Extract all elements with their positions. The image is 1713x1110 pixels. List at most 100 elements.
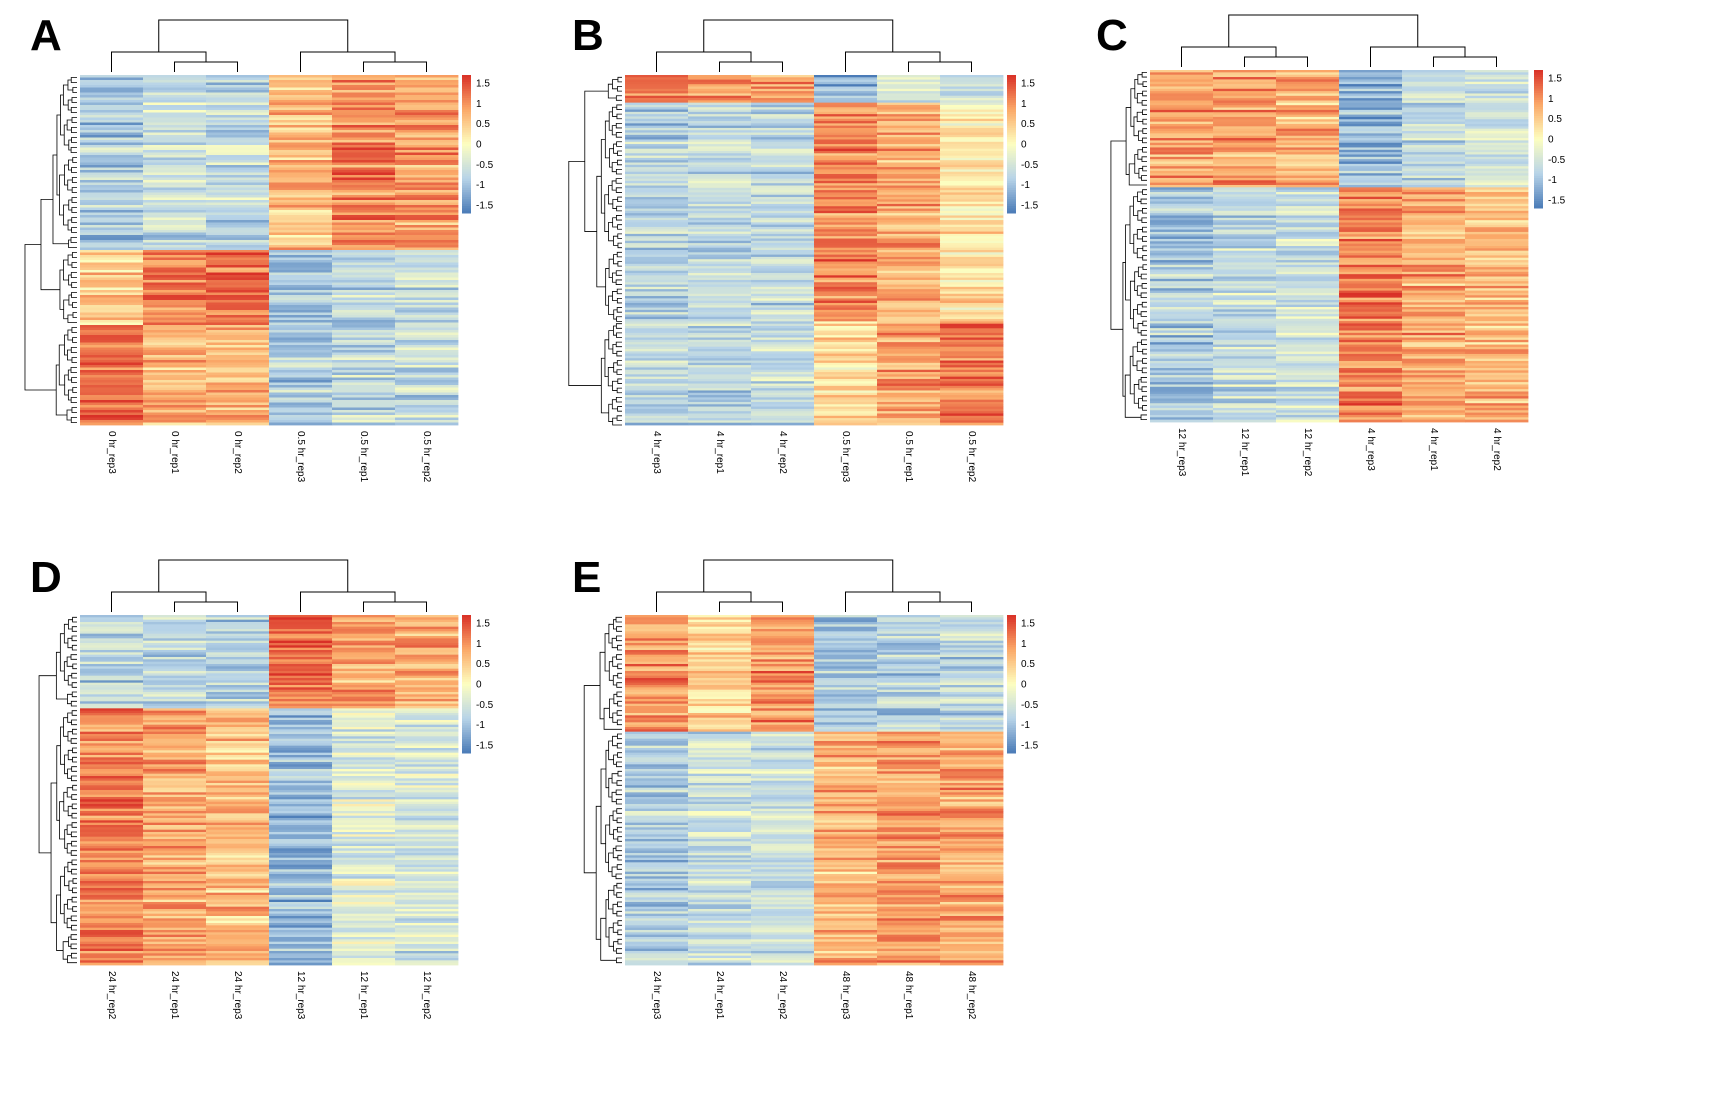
heatmap-cell — [940, 302, 1004, 306]
heatmap-cell — [80, 365, 144, 368]
heatmap-cell — [1402, 70, 1466, 73]
heatmap-cell — [625, 636, 689, 639]
heatmap-cell — [332, 836, 396, 840]
heatmap-cell — [877, 116, 941, 120]
heatmap-cell — [625, 178, 689, 182]
heatmap-cell — [877, 203, 941, 207]
heatmap-cell — [1402, 163, 1466, 167]
heatmap-cell — [332, 380, 396, 383]
heatmap-cell — [1276, 88, 1340, 92]
heatmap-cell — [814, 293, 878, 297]
heatmap-cell — [80, 780, 144, 784]
panel-letter-D: D — [30, 553, 62, 602]
heatmap-cell — [1150, 91, 1214, 94]
heatmap-cell — [688, 657, 752, 660]
heatmap-cell — [143, 80, 207, 83]
heatmap-cell — [625, 367, 689, 371]
heatmap-cell — [332, 165, 396, 168]
color-bar-segment — [462, 173, 471, 177]
heatmap-cell — [1402, 166, 1466, 169]
color-bar-segment — [462, 684, 471, 687]
heatmap-cell — [814, 682, 878, 686]
dendrogram-link — [63, 204, 69, 226]
row-dendrogram — [24, 77, 77, 423]
heatmap-cell — [143, 370, 207, 373]
heatmap-cell — [143, 187, 207, 191]
heatmap-cell — [688, 701, 752, 705]
heatmap-cell — [395, 102, 459, 106]
heatmap-cell — [143, 703, 207, 707]
heatmap-cell — [395, 262, 459, 266]
heatmap-cell — [1276, 349, 1340, 352]
heatmap-cell — [206, 708, 270, 712]
heatmap-cell — [395, 664, 459, 667]
heatmap-cell — [877, 325, 941, 329]
heatmap-cell — [877, 243, 941, 246]
heatmap-cell — [814, 661, 878, 665]
heatmap-cell — [688, 659, 752, 663]
heatmap-cell — [625, 273, 689, 276]
heatmap-cell — [395, 110, 459, 113]
heatmap-cell — [625, 706, 689, 709]
heatmap-cell — [395, 678, 459, 681]
heatmap-cell — [269, 624, 333, 628]
heatmap-cell — [814, 349, 878, 352]
heatmap-cell — [395, 874, 459, 877]
heatmap-cell — [751, 238, 815, 242]
heatmap-cell — [1276, 417, 1340, 421]
heatmap-cell — [1465, 382, 1529, 385]
heatmap-cell — [625, 708, 689, 712]
heatmap-cell — [269, 220, 333, 223]
heatmap-cell — [814, 913, 878, 917]
heatmap-cell — [206, 115, 270, 118]
heatmap-cell — [1213, 393, 1277, 397]
heatmap-cell — [269, 960, 333, 964]
heatmap-cell — [751, 738, 815, 742]
heatmap-cell — [269, 801, 333, 805]
heatmap-cell — [332, 305, 396, 308]
heatmap-cell — [1213, 276, 1277, 280]
heatmap-cell — [1402, 250, 1466, 254]
heatmap-cell — [1339, 135, 1403, 139]
heatmap-cell — [877, 925, 941, 929]
heatmap-cell — [940, 238, 1004, 242]
heatmap-cell — [395, 340, 459, 343]
heatmap-cell — [1150, 231, 1214, 235]
heatmap-cell — [332, 277, 396, 281]
heatmap-cell — [395, 806, 459, 810]
heatmap-cell — [1402, 339, 1466, 343]
heatmap-cell — [688, 617, 752, 621]
heatmap-cell — [143, 387, 207, 391]
heatmap-cell — [395, 771, 459, 775]
heatmap-cell — [1465, 389, 1529, 392]
heatmap-cell — [625, 773, 689, 777]
heatmap-cell — [940, 169, 1004, 173]
color-bar-tick-label: 1 — [1021, 99, 1027, 110]
heatmap-cell — [940, 745, 1004, 749]
dendrogram-link — [70, 417, 77, 423]
color-bar-segment — [1007, 178, 1016, 182]
heatmap-cell — [206, 257, 270, 261]
heatmap-cell — [395, 172, 459, 176]
heatmap-cell — [143, 365, 207, 368]
heatmap-cell — [625, 339, 689, 343]
heatmap-cell — [1150, 419, 1214, 423]
heatmap-cell — [940, 406, 1004, 410]
heatmap-cell — [1402, 140, 1466, 144]
heatmap-cell — [1465, 170, 1529, 174]
heatmap-cell — [1402, 95, 1466, 99]
heatmap-cell — [143, 92, 207, 96]
heatmap-cell — [1339, 168, 1403, 172]
heatmap-cell — [332, 822, 396, 826]
heatmap-cell — [1465, 88, 1529, 92]
heatmap-cell — [877, 240, 941, 244]
heatmap-cell — [688, 215, 752, 219]
heatmap-cell — [269, 90, 333, 93]
heatmap-cell — [877, 289, 941, 292]
heatmap-cell — [395, 846, 459, 849]
heatmap-cell — [143, 850, 207, 854]
heatmap-cell — [143, 876, 207, 880]
heatmap-cell — [751, 399, 815, 403]
heatmap-cell — [940, 622, 1004, 625]
heatmap-cell — [395, 422, 459, 426]
